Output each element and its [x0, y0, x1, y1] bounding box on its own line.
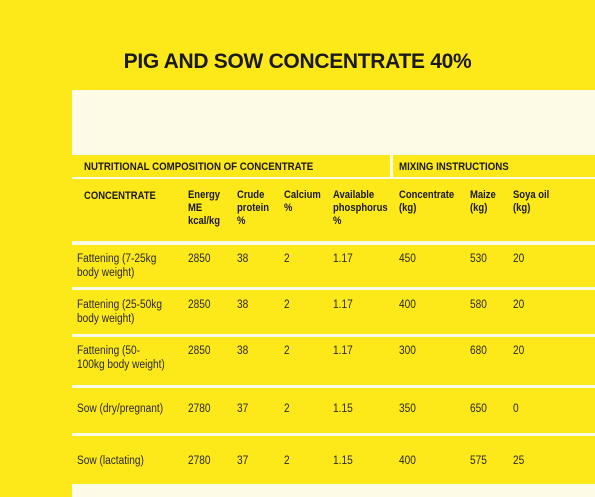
cell-energy: 2780 — [188, 403, 211, 415]
cell-available-phosphorus: 1.17 — [333, 345, 353, 357]
col-header-concentrate-kg: Concentrate (kg) — [399, 189, 455, 214]
cell-soya-oil: 0 — [513, 403, 519, 415]
row-band — [72, 337, 595, 385]
section-header-nutritional: NUTRITIONAL COMPOSITION OF CONCENTRATE — [84, 161, 314, 173]
cell-maize: 650 — [470, 403, 487, 415]
cell-energy: 2850 — [188, 299, 211, 311]
column-header-band — [72, 179, 595, 241]
col-header-crude-protein: Crude protein % — [237, 189, 270, 227]
cell-calcium: 2 — [284, 253, 290, 265]
section-header-mixing: MIXING INSTRUCTIONS — [399, 161, 509, 173]
cell-crude-protein: 38 — [237, 299, 249, 311]
cell-maize: 575 — [470, 455, 487, 467]
col-header-available-phosphorus: Available phosphorus % — [333, 189, 388, 227]
cell-crude-protein: 37 — [237, 455, 249, 467]
cell-crude-protein: 38 — [237, 345, 249, 357]
cell-concentrate-kg: 300 — [399, 345, 416, 357]
row-band — [72, 290, 595, 334]
cell-energy: 2850 — [188, 253, 211, 265]
cell-concentrate-kg: 450 — [399, 253, 416, 265]
cell-concentrate: Sow (dry/pregnant) — [77, 403, 164, 415]
cell-soya-oil: 20 — [513, 299, 525, 311]
cell-crude-protein: 38 — [237, 253, 249, 265]
col-header-concentrate: CONCENTRATE — [84, 190, 156, 202]
header-band-nutritional — [72, 155, 390, 177]
cell-available-phosphorus: 1.15 — [333, 403, 353, 415]
cell-concentrate-kg: 350 — [399, 403, 416, 415]
col-header-energy: Energy ME kcal/kg — [188, 189, 221, 227]
cell-calcium: 2 — [284, 455, 290, 467]
cell-calcium: 2 — [284, 345, 290, 357]
cell-concentrate: Fattening (7-25kg body weight) — [77, 253, 157, 279]
cell-concentrate-kg: 400 — [399, 455, 416, 467]
cell-maize: 680 — [470, 345, 487, 357]
header-band-mixing — [393, 155, 595, 177]
cell-concentrate: Sow (lactating) — [77, 455, 144, 467]
cell-available-phosphorus: 1.17 — [333, 253, 353, 265]
cell-calcium: 2 — [284, 403, 290, 415]
cell-crude-protein: 37 — [237, 403, 249, 415]
cell-soya-oil: 20 — [513, 253, 525, 265]
cell-maize: 530 — [470, 253, 487, 265]
cell-soya-oil: 20 — [513, 345, 525, 357]
cell-energy: 2780 — [188, 455, 211, 467]
col-header-calcium: Calcium % — [284, 189, 321, 214]
cell-calcium: 2 — [284, 299, 290, 311]
cell-energy: 2850 — [188, 345, 211, 357]
cell-concentrate: Fattening (50- 100kg body weight) — [77, 345, 165, 371]
cell-available-phosphorus: 1.15 — [333, 455, 353, 467]
col-header-maize: Maize (kg) — [470, 189, 496, 214]
table-panel: NUTRITIONAL COMPOSITION OF CONCENTRATE M… — [72, 90, 595, 497]
cell-soya-oil: 25 — [513, 455, 525, 467]
cell-concentrate: Fattening (25-50kg body weight) — [77, 299, 162, 325]
cell-concentrate-kg: 400 — [399, 299, 416, 311]
row-band — [72, 436, 595, 484]
row-band — [72, 388, 595, 433]
page-title: PIG AND SOW CONCENTRATE 40% — [123, 50, 472, 73]
row-band — [72, 245, 595, 287]
col-header-soya-oil: Soya oil (kg) — [513, 189, 550, 214]
cell-maize: 580 — [470, 299, 487, 311]
cell-available-phosphorus: 1.17 — [333, 299, 353, 311]
